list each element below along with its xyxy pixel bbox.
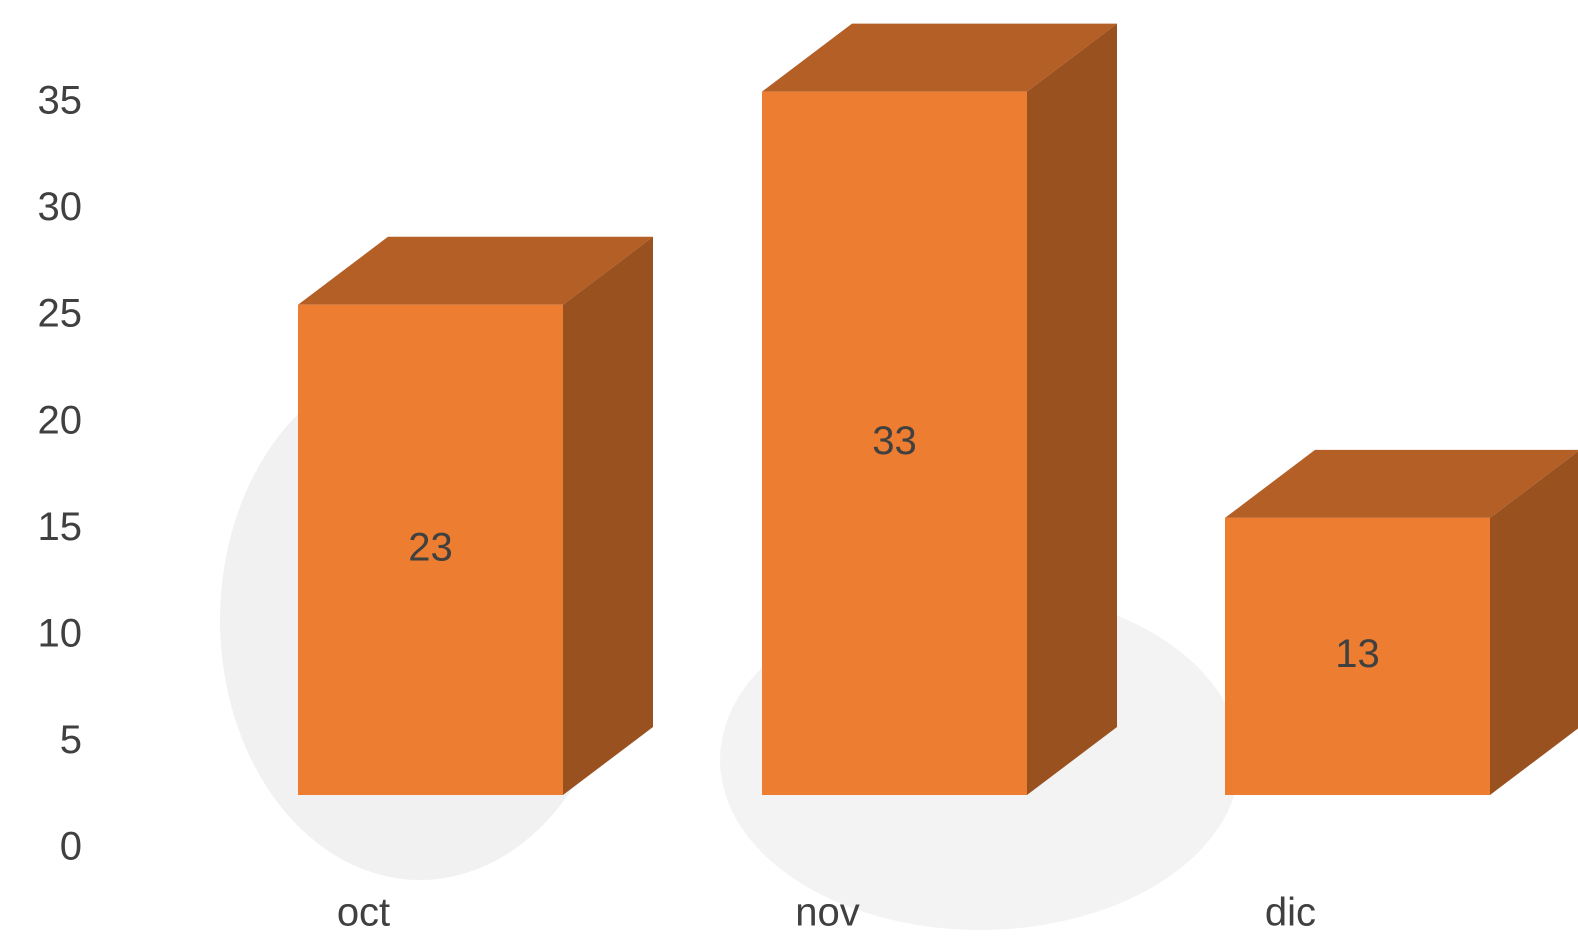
y-tick-label: 10 — [38, 611, 83, 655]
bar — [762, 24, 1117, 795]
bar — [1225, 450, 1578, 795]
y-tick-label: 30 — [38, 185, 83, 229]
y-tick-label: 15 — [38, 505, 83, 549]
y-tick-label: 20 — [38, 398, 83, 442]
y-tick-label: 0 — [60, 825, 82, 869]
chart: 0 5 10 15 20 25 30 35 23 oct 33 nov 13 dic — [0, 0, 1578, 942]
bar — [298, 237, 653, 795]
bar-side — [1027, 24, 1117, 795]
data-label: 33 — [872, 419, 917, 463]
y-tick-label: 25 — [38, 292, 83, 336]
y-tick-label: 5 — [60, 718, 82, 762]
bar-side — [563, 237, 653, 795]
x-tick-label: dic — [1265, 891, 1316, 935]
data-label: 23 — [408, 525, 453, 569]
data-label: 13 — [1335, 632, 1380, 676]
y-tick-label: 35 — [38, 79, 83, 123]
x-tick-label: oct — [337, 891, 390, 935]
x-tick-label: nov — [795, 891, 860, 935]
